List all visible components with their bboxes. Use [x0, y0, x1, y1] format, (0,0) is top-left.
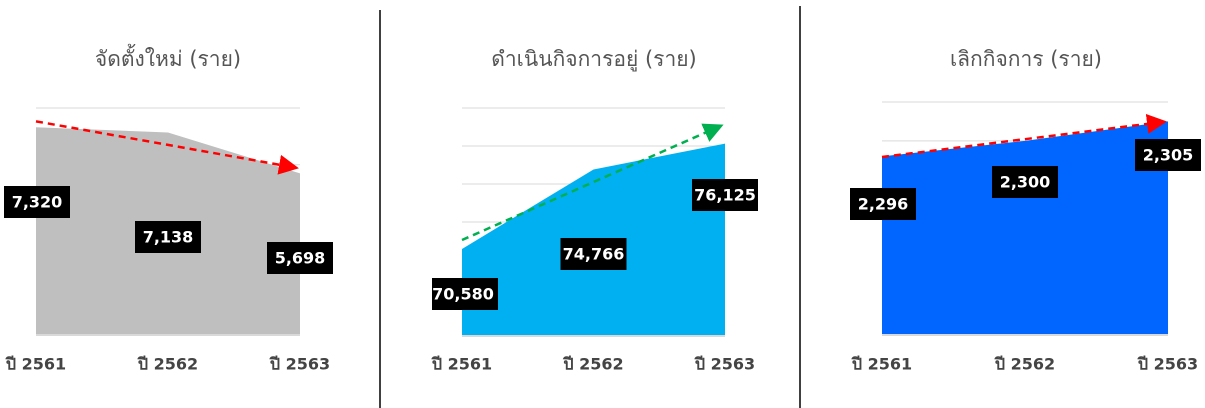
trend-line [461, 123, 724, 242]
x-tick-label: ปี 2563 [693, 355, 755, 374]
x-tick-label: ปี 2562 [562, 355, 624, 374]
value-label-box [560, 238, 627, 270]
value-label-box [267, 242, 333, 274]
area [882, 121, 1168, 336]
value-label: 76,125 [694, 186, 756, 205]
x-tick-label: ปี 2561 [850, 355, 912, 374]
value-label-box [850, 188, 916, 220]
value-label: 2,296 [858, 195, 909, 214]
x-tick-label: ปี 2563 [1136, 355, 1198, 374]
value-label: 74,766 [563, 245, 625, 264]
value-label: 7,320 [12, 193, 63, 212]
x-tick-label: ปี 2562 [993, 355, 1055, 374]
value-label-box [4, 186, 70, 218]
chart-title: ดำเนินกิจการอยู่ (ราย) [491, 47, 696, 72]
value-label: 2,305 [1143, 146, 1194, 165]
value-label-box [1135, 139, 1201, 171]
x-tick-label: ปี 2563 [268, 355, 330, 374]
value-label: 7,138 [143, 228, 194, 247]
value-label: 70,580 [432, 285, 494, 304]
chart-title: จัดตั้งใหม่ (ราย) [95, 44, 241, 71]
value-label-box [135, 221, 201, 253]
value-label-box [692, 179, 758, 211]
x-tick-label: ปี 2561 [4, 355, 66, 374]
value-label-box [992, 166, 1058, 198]
value-label-box [432, 278, 498, 310]
value-label: 2,300 [1000, 173, 1051, 192]
value-label: 5,698 [275, 249, 326, 268]
x-tick-label: ปี 2561 [430, 355, 492, 374]
trend-line [35, 120, 299, 175]
x-tick-label: ปี 2562 [136, 355, 198, 374]
chart-title: เลิกกิจการ (ราย) [950, 47, 1102, 71]
